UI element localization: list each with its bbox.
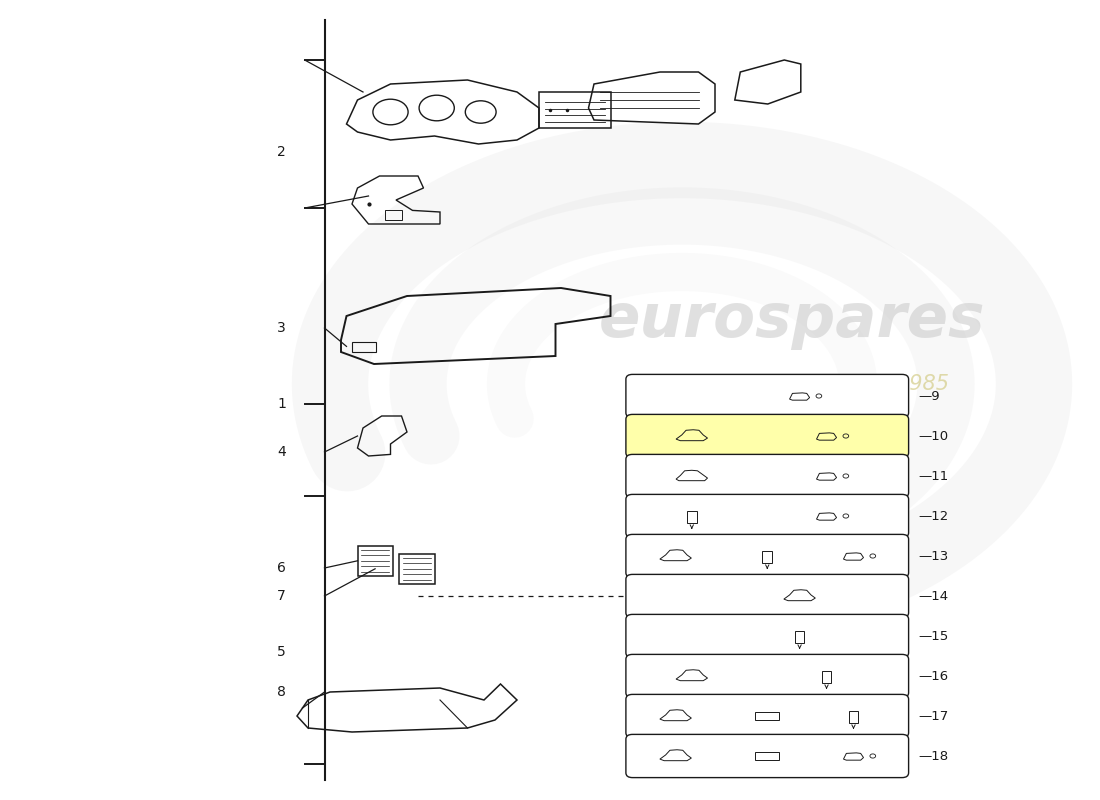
Bar [352, 342, 376, 352]
Text: a passion for parts since 1985: a passion for parts since 1985 [635, 374, 949, 394]
Text: 8: 8 [277, 685, 286, 699]
FancyBboxPatch shape [626, 694, 909, 738]
Bar [822, 670, 832, 683]
Bar [358, 546, 393, 576]
FancyBboxPatch shape [626, 534, 909, 578]
Text: —15: —15 [918, 630, 948, 642]
Text: —17: —17 [918, 710, 948, 722]
Bar [794, 630, 804, 643]
Bar [686, 510, 696, 523]
Text: 6: 6 [277, 561, 286, 575]
FancyBboxPatch shape [626, 374, 909, 418]
Text: eurospares: eurospares [598, 290, 986, 350]
FancyBboxPatch shape [626, 414, 909, 458]
Bar [755, 712, 780, 720]
Bar [755, 752, 780, 760]
Text: 2: 2 [277, 145, 286, 159]
FancyBboxPatch shape [626, 494, 909, 538]
Bar [539, 92, 610, 128]
Text: 7: 7 [277, 589, 286, 603]
Bar [385, 210, 402, 220]
Bar [762, 550, 772, 563]
Text: —12: —12 [918, 510, 948, 522]
Text: 3: 3 [277, 321, 286, 335]
FancyBboxPatch shape [626, 574, 909, 618]
Text: —9: —9 [918, 390, 940, 402]
Text: —16: —16 [918, 670, 948, 682]
FancyBboxPatch shape [626, 614, 909, 658]
FancyBboxPatch shape [626, 454, 909, 498]
Bar [849, 710, 858, 723]
Text: 5: 5 [277, 645, 286, 659]
Bar [399, 554, 435, 584]
Text: 1: 1 [277, 397, 286, 411]
Text: 4: 4 [277, 445, 286, 459]
Text: —13: —13 [918, 550, 948, 562]
Text: —10: —10 [918, 430, 948, 442]
FancyBboxPatch shape [626, 734, 909, 778]
Text: —14: —14 [918, 590, 948, 602]
Text: —18: —18 [918, 750, 948, 762]
FancyBboxPatch shape [626, 654, 909, 698]
Text: —11: —11 [918, 470, 948, 482]
